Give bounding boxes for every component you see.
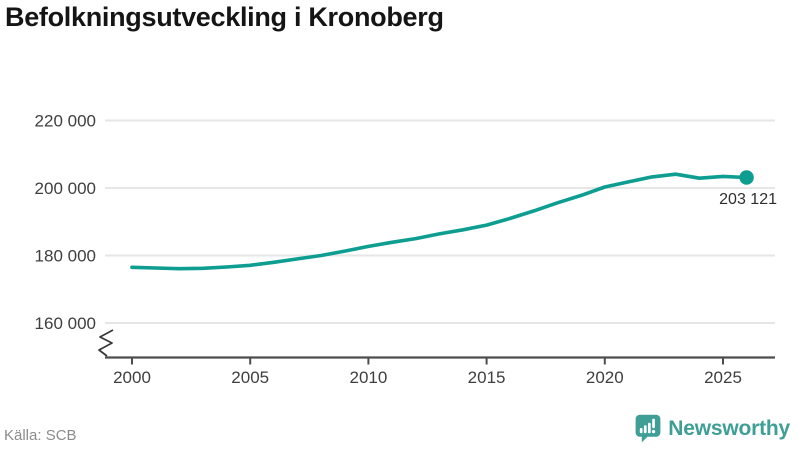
newsworthy-logo[interactable]: Newsworthy bbox=[635, 414, 790, 443]
x-axis-tick-label: 2025 bbox=[704, 368, 742, 387]
axis-break-icon bbox=[98, 329, 114, 357]
newsworthy-logo-icon bbox=[635, 414, 661, 443]
y-axis-tick-label: 220 000 bbox=[35, 112, 96, 131]
source-label: Källa: SCB bbox=[4, 427, 77, 444]
x-axis-tick-label: 2015 bbox=[468, 368, 506, 387]
end-value-label: 203 121 bbox=[719, 191, 777, 208]
x-axis-tick-label: 2000 bbox=[113, 368, 151, 387]
population-line bbox=[130, 172, 749, 271]
newsworthy-logo-text: Newsworthy bbox=[668, 416, 790, 440]
y-axis-tick-label: 180 000 bbox=[35, 247, 96, 266]
x-axis-tick-label: 2010 bbox=[349, 368, 387, 387]
chart-title: Befolkningsutveckling i Kronoberg bbox=[5, 2, 444, 32]
y-axis-tick-label: 160 000 bbox=[35, 314, 96, 333]
x-axis-tick-label: 2020 bbox=[586, 368, 624, 387]
y-axis-tick-label: 200 000 bbox=[35, 179, 96, 198]
end-point-marker bbox=[739, 170, 754, 185]
x-axis-tick-label: 2005 bbox=[231, 368, 269, 387]
